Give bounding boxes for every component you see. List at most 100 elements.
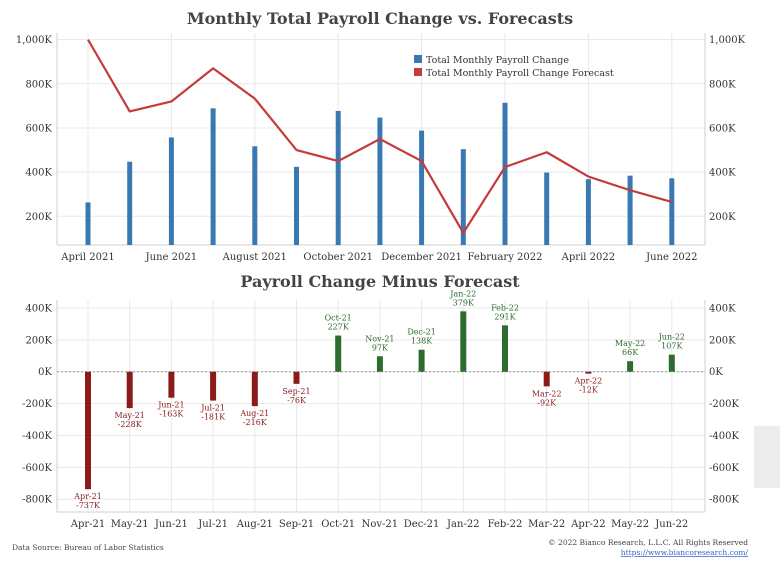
bottom-x-tick: Dec-21	[404, 519, 440, 530]
data-source-note: Data Source: Bureau of Labor Statistics	[12, 543, 164, 552]
bar-month-label: Apr-22	[574, 377, 603, 386]
bottom-right-y-tick: -800K	[709, 495, 739, 506]
payroll-change-bar	[627, 175, 633, 245]
bottom-x-tick: Oct-21	[321, 519, 355, 530]
bar-value-label: 138K	[411, 337, 433, 346]
legend-label-forecast: Total Monthly Payroll Change Forecast	[426, 68, 614, 79]
bottom-right-y-tick: -600K	[709, 463, 739, 474]
payroll-change-bar	[419, 130, 425, 245]
difference-bar	[502, 325, 508, 372]
bar-month-label: Feb-22	[491, 303, 519, 312]
website-link[interactable]: https://www.biancoresearch.com/	[621, 548, 749, 557]
top-x-tick: April 2022	[561, 252, 615, 263]
bottom-right-y-tick: -400K	[709, 431, 739, 442]
bar-value-label: -737K	[76, 501, 101, 510]
scrollbar-handle[interactable]	[754, 426, 780, 488]
bottom-left-y-tick: -400K	[22, 431, 52, 442]
bottom-chart: -800K -800K -600K -600K -400K -400K -200K -200K…	[22, 289, 739, 530]
bottom-x-tick: Nov-21	[362, 519, 399, 530]
top-right-y-tick: 600K	[709, 123, 736, 134]
copyright-note: © 2022 Bianco Research, L.L.C. All Right…	[548, 538, 748, 547]
bar-month-label: May-21	[115, 411, 145, 420]
difference-bar	[251, 371, 258, 407]
bar-month-label: Jul-21	[200, 404, 225, 413]
bar-value-label: 379K	[453, 298, 475, 307]
bar-value-label: -92K	[537, 398, 557, 407]
bottom-x-tick: Jul-21	[197, 519, 228, 530]
top-x-tick: February 2022	[468, 252, 543, 263]
top-right-y-tick: 400K	[709, 168, 736, 179]
legend-swatch-payroll	[414, 55, 422, 63]
difference-bar	[460, 311, 467, 372]
payroll-change-bar	[210, 108, 216, 245]
top-right-y-tick: 1,000K	[709, 35, 746, 46]
top-left-y-tick: 1,000K	[16, 35, 53, 46]
bar-month-label: Sep-21	[282, 387, 310, 396]
bar-value-label: 227K	[328, 323, 350, 332]
bottom-x-tick: Apr-21	[70, 519, 106, 530]
top-left-y-tick: 400K	[25, 168, 52, 179]
payroll-change-bar	[669, 178, 675, 245]
bottom-left-y-tick: -600K	[22, 463, 52, 474]
difference-bar	[168, 371, 175, 398]
top-left-y-tick: 800K	[25, 79, 52, 90]
legend-swatch-forecast	[414, 68, 422, 76]
legend-label-payroll: Total Monthly Payroll Change	[426, 55, 569, 66]
difference-bar	[85, 371, 91, 490]
bar-month-label: Nov-21	[365, 334, 394, 343]
bottom-left-y-tick: -200K	[22, 399, 52, 410]
bottom-x-tick: Apr-22	[570, 519, 606, 530]
bar-value-label: 291K	[494, 312, 516, 321]
bar-value-label: -216K	[243, 418, 268, 427]
bottom-x-tick: Sep-21	[279, 519, 314, 530]
bottom-left-y-tick: 0K	[38, 367, 52, 378]
top-x-tick: October 2021	[303, 252, 373, 263]
top-chart: 200K 200K 400K 400K 600K 600K 800K 800K 1,000K 1,…	[16, 33, 746, 263]
bottom-x-tick: May-22	[611, 519, 649, 530]
bottom-chart-title: Payroll Change Minus Forecast	[240, 272, 520, 291]
difference-bar	[668, 354, 675, 372]
top-x-tick: December 2021	[381, 252, 462, 263]
legend: Total Monthly Payroll Change Total Month…	[414, 55, 614, 79]
bottom-right-y-tick: 0K	[709, 367, 723, 378]
bar-month-label: Jun-22	[658, 333, 685, 342]
bar-value-label: 66K	[622, 348, 639, 357]
bar-month-label: Dec-21	[407, 328, 436, 337]
bottom-x-tick: Mar-22	[528, 519, 565, 530]
payroll-change-bar	[460, 149, 466, 245]
bar-value-label: -181K	[201, 413, 226, 422]
difference-bar	[210, 371, 217, 401]
payroll-change-bar	[252, 146, 258, 245]
bar-value-label: -163K	[159, 410, 184, 419]
payroll-change-bar	[335, 110, 341, 246]
difference-bar	[126, 371, 133, 409]
difference-bar	[376, 356, 383, 372]
payroll-change-bar	[544, 172, 550, 245]
difference-bar	[418, 349, 425, 372]
top-x-tick: June 2021	[145, 252, 197, 263]
difference-bar	[627, 361, 634, 372]
payroll-change-bar	[85, 202, 91, 245]
bar-value-label: -76K	[287, 396, 307, 405]
top-x-tick: June 2022	[645, 252, 697, 263]
difference-bar	[585, 371, 592, 374]
bar-month-label: Mar-22	[532, 389, 562, 398]
difference-bar	[543, 371, 550, 387]
bottom-x-tick: Jan-22	[446, 519, 480, 530]
difference-bar	[335, 335, 342, 372]
bar-value-label: 97K	[372, 343, 389, 352]
bottom-left-y-tick: 200K	[25, 335, 52, 346]
difference-bar	[293, 371, 300, 384]
top-x-tick: August 2021	[222, 252, 287, 263]
bar-value-label: -228K	[118, 420, 143, 429]
bottom-x-tick: May-21	[111, 519, 149, 530]
bar-month-label: Apr-21	[73, 492, 102, 501]
top-left-y-tick: 600K	[25, 123, 52, 134]
bar-month-label: May-22	[615, 339, 645, 348]
bottom-x-tick: Jun-21	[154, 519, 188, 530]
bottom-right-y-tick: 200K	[709, 335, 736, 346]
bottom-right-y-tick: 400K	[709, 303, 736, 314]
bottom-x-tick: Aug-21	[236, 519, 273, 530]
